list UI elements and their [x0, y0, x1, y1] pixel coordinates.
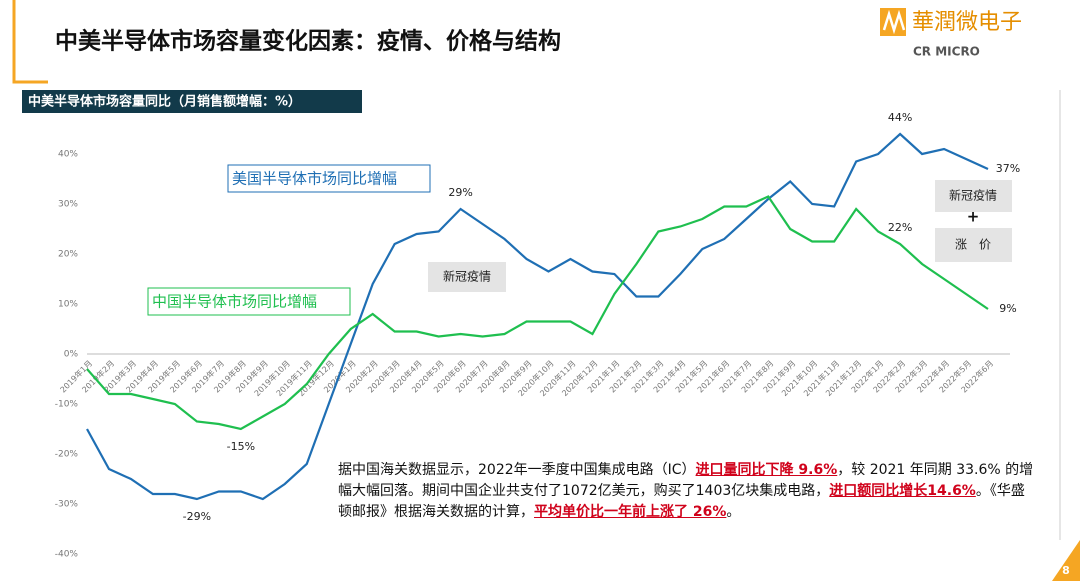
- legend-label: 美国半导体市场同比增幅: [232, 170, 397, 188]
- y-tick-label: -30%: [55, 500, 79, 510]
- note-text: 据中国海关数据显示，2022年一季度中国集成电路（IC）: [338, 462, 696, 478]
- data-label: 44%: [888, 111, 912, 124]
- note-text: 。《华盛顿邮报》根据海关数据的计算，: [338, 483, 1025, 520]
- annotation: 新冠疫情: [949, 188, 997, 203]
- chart-title: 中美半导体市场容量同比（月销售额增幅：%）: [28, 94, 301, 110]
- data-label: -29%: [183, 510, 211, 523]
- y-tick-label: 10%: [58, 300, 78, 310]
- note-text: 进口额同比增长14.6%: [829, 483, 976, 499]
- annotation-box: [935, 180, 1012, 212]
- y-tick-label: 0%: [64, 350, 79, 360]
- y-tick-label: -10%: [55, 400, 79, 410]
- y-tick-label: 20%: [58, 250, 78, 260]
- note: 据中国海关数据显示，2022年一季度中国集成电路（IC）进口量同比下降 9.6%…: [338, 460, 1038, 523]
- note-text: 进口量同比下降 9.6%: [695, 462, 838, 478]
- logo-icon: [880, 8, 906, 36]
- data-label: 37%: [996, 162, 1020, 175]
- y-tick-label: -40%: [55, 550, 79, 560]
- logo-cn: 華潤微电子: [912, 10, 1022, 35]
- y-tick-label: 40%: [58, 150, 78, 160]
- page-number: 8: [1062, 564, 1070, 577]
- series-line: [86, 132, 989, 501]
- annotation: 新冠疫情: [443, 269, 491, 284]
- data-label: 9%: [999, 302, 1016, 315]
- data-label: -15%: [227, 440, 255, 453]
- corner-tab: [1052, 540, 1080, 581]
- data-label: 22%: [888, 221, 912, 234]
- legend-box: [147, 287, 351, 316]
- legend-box: [227, 164, 431, 193]
- legend-label: 中国半导体市场同比增幅: [152, 293, 317, 311]
- note-text: ，较 2021 年同期 33.6% 的增幅大幅回落。期间中国企业共支付了1072…: [338, 462, 1034, 499]
- corner-bracket: [12, 0, 48, 84]
- chart-title-box: [22, 90, 362, 113]
- note-text: 平均单价比一年前上涨了 26%: [534, 504, 727, 520]
- y-tick-label: 30%: [58, 200, 78, 210]
- annotation: 涨 价: [955, 237, 991, 252]
- series-line: [86, 195, 989, 431]
- annotation: +: [967, 208, 980, 226]
- y-tick-label: -20%: [55, 450, 79, 460]
- data-label: 29%: [448, 186, 472, 199]
- annotation-box: [935, 228, 1012, 262]
- note-text: 。: [726, 504, 741, 520]
- logo-en: CR MICRO: [913, 45, 980, 59]
- annotation-box: [428, 262, 506, 292]
- slide-title: 中美半导体市场容量变化因素：疫情、价格与结构: [55, 28, 561, 55]
